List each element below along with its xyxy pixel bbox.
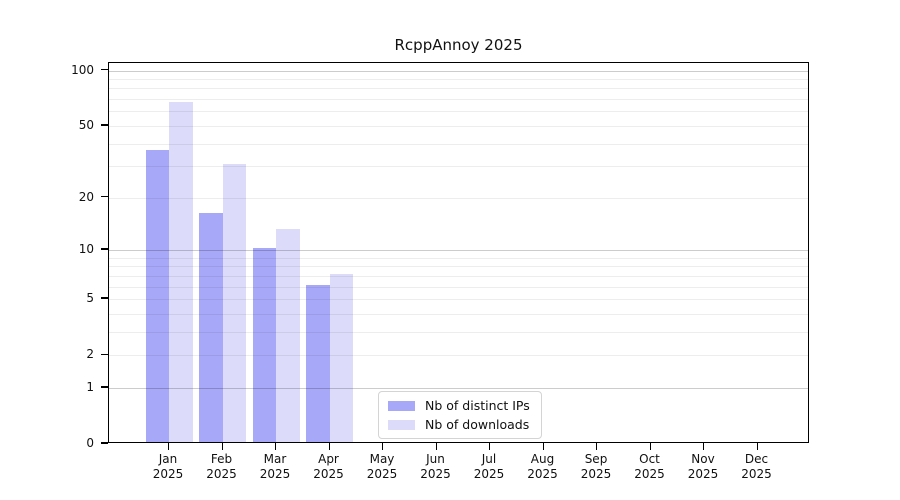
bars-layer	[109, 63, 808, 442]
x-tick-mark	[168, 443, 170, 450]
y-tick-mark	[101, 69, 108, 71]
y-tick-label: 10	[78, 242, 94, 256]
x-tick-label-jun: Jun 2025	[420, 452, 451, 481]
x-tick-label-feb: Feb 2025	[206, 452, 237, 481]
y-tick-mark	[101, 353, 108, 355]
y-tick-mark	[101, 386, 108, 388]
y-tick-label: 5	[86, 291, 94, 306]
bar-distinct-ips-feb	[199, 212, 223, 442]
x-tick-label-dec: Dec 2025	[741, 452, 772, 481]
x-tick-label-jan: Jan 2025	[152, 452, 184, 481]
x-tick-label-nov: Nov 2025	[687, 452, 719, 481]
x-tick-mark	[703, 443, 705, 450]
bar-distinct-ips-jan	[145, 149, 169, 442]
y-tick-label: 1	[86, 379, 94, 394]
legend-swatch-distinct-ips	[388, 400, 415, 411]
legend-swatch-downloads	[388, 419, 415, 430]
y-tick-label: 100	[71, 62, 94, 77]
x-tick-mark	[221, 443, 223, 450]
bar-distinct-ips-apr	[306, 284, 330, 442]
bar-downloads-jan	[169, 101, 193, 442]
x-tick-label-sep: Sep 2025	[580, 452, 612, 481]
bar-downloads-mar	[276, 228, 300, 442]
y-tick-label: 20	[78, 189, 94, 204]
x-tick-label-aug: Aug 2025	[527, 452, 558, 481]
bar-downloads-feb	[222, 164, 246, 442]
bar-downloads-apr	[329, 273, 353, 442]
y-tick-mark	[101, 297, 108, 299]
x-tick-label-jul: Jul 2025	[473, 452, 505, 481]
x-tick-mark	[275, 443, 277, 450]
y-tick-label: 2	[86, 347, 94, 362]
y-tick-mark	[101, 124, 108, 126]
y-tick-mark	[101, 196, 108, 198]
x-tick-mark	[756, 443, 758, 450]
legend-item-distinct-ips: Nb of distinct IPs	[388, 398, 530, 413]
y-tick-mark	[101, 248, 108, 250]
legend: Nb of distinct IPs Nb of downloads	[378, 391, 542, 439]
y-tick-mark	[101, 442, 108, 444]
x-tick-mark	[435, 443, 437, 450]
x-tick-mark	[649, 443, 651, 450]
legend-label: Nb of distinct IPs	[425, 398, 530, 413]
x-tick-label-oct: Oct 2025	[634, 452, 665, 481]
x-tick-mark	[489, 443, 491, 450]
y-tick-label: 0	[86, 436, 94, 450]
x-tick-mark	[542, 443, 544, 450]
x-tick-mark	[596, 443, 598, 450]
legend-item-downloads: Nb of downloads	[388, 417, 530, 432]
plot-area	[108, 62, 809, 443]
bar-distinct-ips-mar	[252, 248, 276, 442]
x-tick-label-may: May 2025	[366, 452, 398, 481]
x-tick-label-apr: Apr 2025	[313, 452, 344, 481]
chart-title: RcppAnnoy 2025	[394, 36, 523, 54]
x-tick-mark	[328, 443, 330, 450]
x-tick-mark	[382, 443, 384, 450]
x-tick-label-mar: Mar 2025	[259, 452, 291, 481]
legend-label: Nb of downloads	[425, 417, 530, 432]
y-tick-label: 50	[78, 117, 94, 132]
